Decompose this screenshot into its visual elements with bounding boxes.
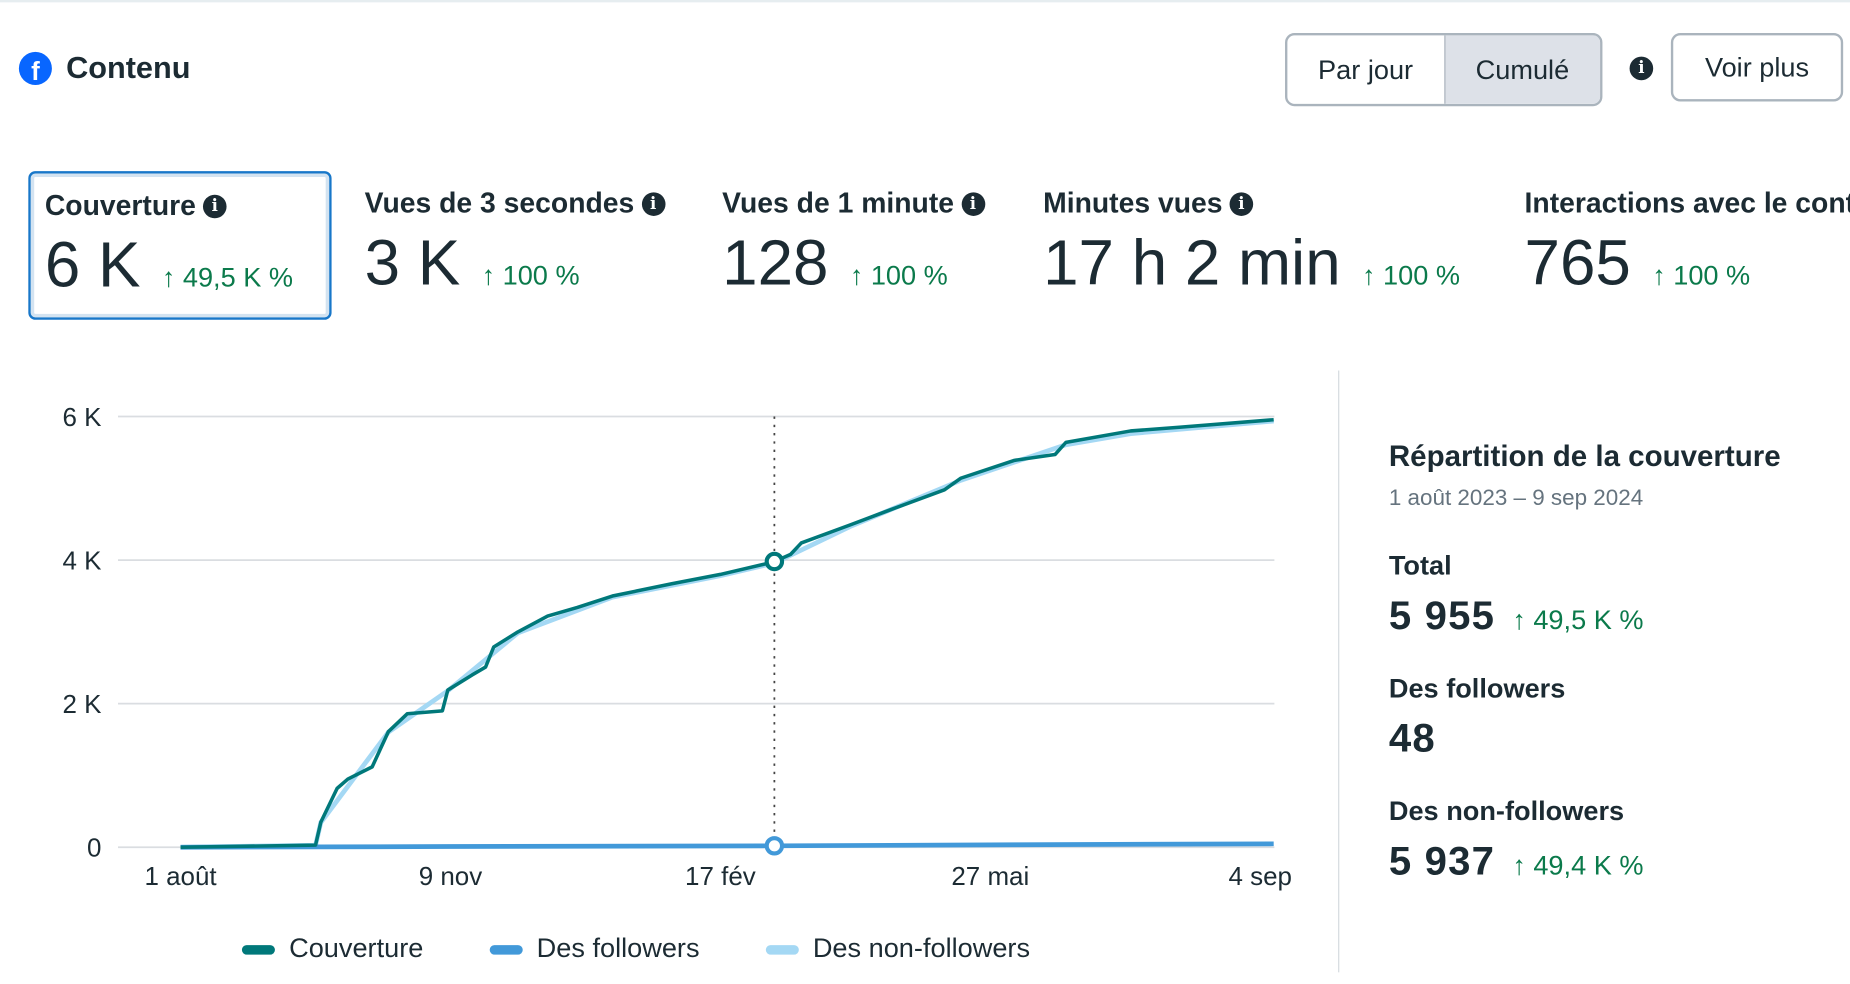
metric-couverture[interactable]: Couverture i 6 K ↑ 49,5 K % [28,171,332,320]
metric-interactions[interactable]: Interactions avec le contenu 765 ↑ 100 % [1510,171,1850,320]
legend-label: Couverture [289,932,424,963]
metric-minutes-vues[interactable]: Minutes vues i 17 h 2 min ↑ 100 % [1029,171,1474,320]
series-line-des-followers [180,841,1274,850]
total-value: 5 955 [1388,593,1496,639]
legend-followers[interactable]: Des followers [489,932,700,964]
section-title: Contenu [66,49,191,85]
reach-chart[interactable]: 0 2 K 4 K 6 K 1 août 9 nov 17 fév 27 mai 4 sep [0,378,1322,909]
x-tick-label: 27 mai [951,861,1029,891]
metric-change: ↑ 100 % [1652,259,1751,291]
y-tick-label: 2 K [63,689,103,719]
legend-label: Des non-followers [812,932,1031,963]
nonfollowers-label: Des non-followers [1388,795,1625,826]
y-tick-label: 6 K [63,402,103,432]
metric-value: 128 [722,227,829,299]
metric-label: Vues de 3 secondes [364,187,635,220]
metric-label: Interactions avec le contenu [1524,187,1850,220]
total-label: Total [1388,549,1452,581]
info-icon[interactable]: i [202,194,227,219]
metric-value: 17 h 2 min [1043,227,1341,299]
metric-label: Couverture [44,189,196,222]
x-tick-label: 9 nov [419,861,483,891]
voir-plus-button[interactable]: Voir plus [1670,33,1844,102]
breakdown-title: Répartition de la couverture [1388,440,1781,474]
legend-swatch [489,945,523,955]
y-tick-label: 4 K [63,546,103,576]
metric-vues-1min[interactable]: Vues de 1 minute i 128 ↑ 100 % [708,171,999,320]
toggle-cumule[interactable]: Cumulé [1443,35,1600,104]
reach-breakdown-panel: Répartition de la couverture 1 août 2023… [1389,440,1781,885]
info-icon[interactable]: i [641,192,666,216]
followers-label: Des followers [1388,672,1566,704]
info-icon[interactable]: i [1229,192,1254,216]
view-toggle: Par jour Cumulé [1285,33,1603,107]
section-header: f Contenu [18,49,191,87]
breakdown-date-range: 1 août 2023 – 9 sep 2024 [1388,486,1644,511]
x-tick-label: 4 sep [1228,861,1292,891]
followers-value: 48 [1388,716,1436,762]
metric-label: Vues de 1 minute [722,187,955,220]
nonfollowers-change: ↑ 49,4 K % [1512,849,1644,881]
metric-change: ↑ 100 % [481,259,580,291]
metric-change: ↑ 100 % [1361,259,1460,291]
panel-divider [1338,370,1340,973]
hover-point-followers [764,836,785,856]
toggle-par-jour[interactable]: Par jour [1318,53,1414,85]
x-tick-label: 17 fév [685,861,756,891]
legend-couverture[interactable]: Couverture [241,932,424,964]
y-tick-label: 0 [87,833,101,863]
top-border [0,0,1850,3]
metric-value: 765 [1524,227,1631,299]
series-line-couverture [180,417,1274,850]
facebook-icon: f [18,51,52,85]
hover-point-couverture [764,551,785,572]
total-change: ↑ 49,5 K % [1512,604,1644,635]
legend-swatch [765,945,799,955]
legend-label: Des followers [536,932,700,963]
legend-swatch [241,945,275,955]
x-tick-label: 1 août [144,861,217,891]
info-icon[interactable]: i [961,192,985,216]
metric-value: 6 K [44,230,141,301]
legend-nonfollowers[interactable]: Des non-followers [765,932,1031,964]
metric-change: ↑ 100 % [849,259,948,291]
chart-legend: Couverture Des followers Des non-followe… [241,932,1031,964]
info-icon[interactable]: i [1629,56,1654,81]
metric-vues-3s[interactable]: Vues de 3 secondes i 3 K ↑ 100 % [350,171,679,320]
metric-label: Minutes vues [1043,187,1223,220]
metric-change: ↑ 49,5 K % [161,261,293,293]
metric-value: 3 K [364,227,461,299]
nonfollowers-value: 5 937 [1388,838,1496,884]
